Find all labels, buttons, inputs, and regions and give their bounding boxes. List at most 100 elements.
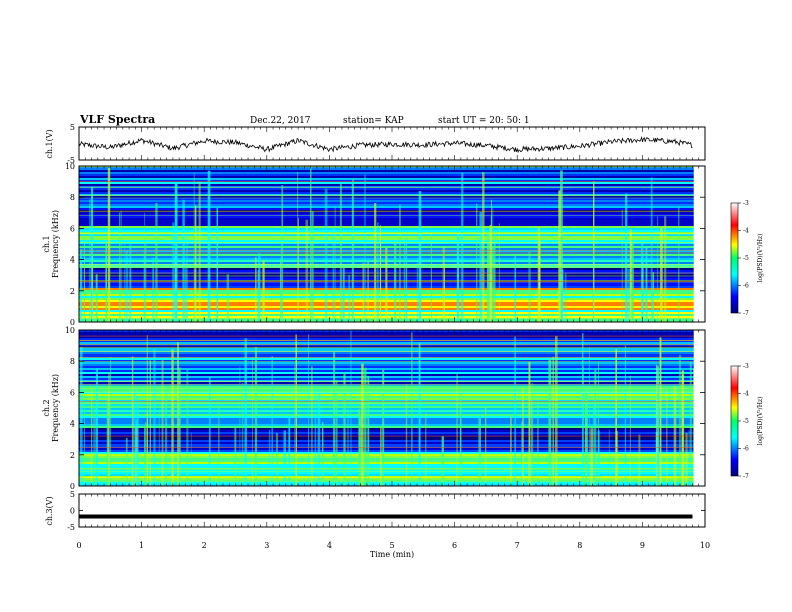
x-tick-label: 0 [76,541,81,550]
spectrum-row [79,380,705,383]
burst-line [531,383,534,486]
burst-line [275,432,278,486]
burst-line [324,188,328,322]
spectrum-row [79,364,705,367]
burst-line [528,361,531,486]
spectrum-row [79,408,705,411]
burst-line [560,170,563,322]
colorbar-tick-label: -6 [743,446,749,453]
burst-line [688,430,690,486]
burst-line [589,346,590,486]
spectrum-row [79,220,705,223]
start-time-label: start UT = 20: 50: 1 [438,116,530,126]
burst-line [489,225,492,322]
colorbar-tick-label: -4 [743,391,749,398]
spectrum-row [79,368,705,371]
burst-line [561,269,564,322]
spectrum-row [79,242,705,245]
y-tick-label: 2 [70,451,75,460]
spectrum-row [79,340,705,343]
time-axis-label: Time (min) [370,550,414,559]
y-tick-label: -5 [67,523,75,532]
burst-line [153,348,156,486]
burst-line [146,412,148,486]
spectrum-row [79,284,705,287]
burst-line [91,187,93,322]
spectrum-row [79,360,705,363]
burst-line [335,380,338,486]
spectrum-row [79,386,705,389]
ch1-colorbar: -3 -4 -5 -6 -7 log(PSD)(V²/Hz) [730,200,764,317]
spectrum-row [79,262,705,265]
spectrum-row [79,218,705,221]
burst-line [314,384,316,486]
burst-line [133,388,136,486]
spectrum-row [79,436,705,439]
burst-line [144,425,146,486]
burst-line [339,183,342,322]
burst-line [565,273,567,322]
spectrum-row [79,286,705,289]
burst-line [182,199,185,322]
burst-line [681,370,685,486]
spectrum-row [79,404,705,407]
burst-line [685,432,688,486]
burst-line [194,205,197,322]
burst-line [308,334,309,486]
spectrum-row [79,248,705,251]
burst-line [107,168,111,322]
burst-line [350,330,352,486]
y-tick-label: 10 [65,162,75,171]
burst-line [95,274,98,322]
burst-line [593,181,595,322]
burst-line [171,349,174,486]
spectrum-row [79,394,705,397]
y-tick-label: 6 [70,224,75,233]
burst-line [416,259,418,322]
spectrum-row [79,276,705,279]
spectrum-row [79,358,705,361]
ch2-colorbar: -3 -4 -5 -6 -7 log(PSD)(V²/Hz) [730,363,764,480]
burst-line [489,252,490,322]
spectrum-row [79,432,705,435]
burst-line [594,369,597,486]
burst-line [216,207,218,322]
burst-line [333,352,336,486]
ch2-colorbar-gradient [730,365,739,477]
burst-line [459,388,462,486]
ch1-spectrogram-image [79,166,705,323]
burst-line [254,347,258,486]
x-tick-label: 9 [640,541,645,550]
spectrum-row [79,304,705,307]
burst-line [558,190,561,322]
burst-line [332,227,335,322]
burst-line [288,415,291,486]
burst-line [193,173,195,322]
burst-line [528,251,531,322]
burst-line [135,426,138,486]
burst-line [476,203,478,322]
y-tick-label: -5 [67,156,75,165]
burst-line [80,347,83,486]
spectrum-row [79,444,705,447]
spectrum-row [79,222,705,225]
spectrum-row [79,382,705,385]
burst-line [343,372,346,486]
spectrum-row [79,190,705,193]
spectrum-row [79,438,705,441]
x-tick-label: 2 [202,541,207,550]
burst-line [177,342,179,486]
burst-line [95,368,98,486]
burst-line [444,267,445,322]
date-label: Dec.22, 2017 [250,116,311,126]
y-tick-label: 5 [70,123,75,132]
spectrum-row [79,460,705,463]
burst-line [638,434,641,486]
burst-line [374,203,377,322]
spectrum-row [79,200,705,203]
no-data-region [693,330,705,486]
burst-line [621,209,623,322]
burst-line [352,179,355,322]
burst-line [280,259,282,322]
spectrum-row [79,292,705,295]
